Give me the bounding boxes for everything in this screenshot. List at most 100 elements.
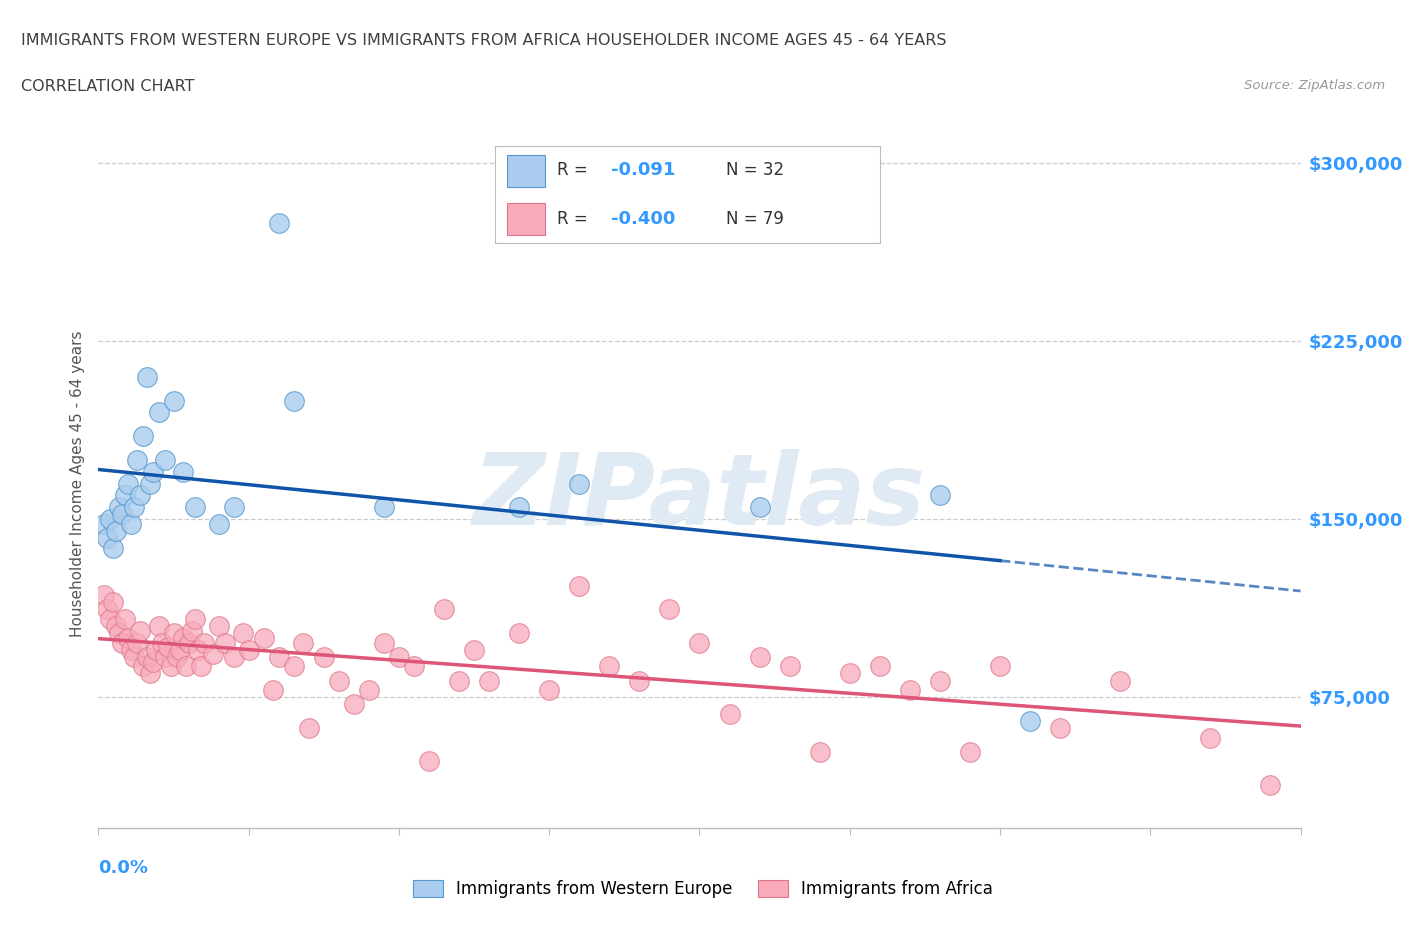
Text: IMMIGRANTS FROM WESTERN EUROPE VS IMMIGRANTS FROM AFRICA HOUSEHOLDER INCOME AGES: IMMIGRANTS FROM WESTERN EUROPE VS IMMIGR…	[21, 33, 946, 47]
Point	[159, 658, 181, 673]
Point	[129, 488, 152, 503]
Point	[96, 531, 118, 546]
Point	[172, 631, 194, 645]
Point	[111, 635, 134, 650]
Point	[193, 635, 215, 650]
Point	[108, 500, 131, 515]
Point	[124, 649, 146, 664]
Point	[93, 516, 115, 531]
Point	[508, 500, 530, 515]
Point	[779, 658, 801, 673]
Point	[232, 626, 254, 641]
Point	[169, 643, 191, 658]
Point	[838, 666, 860, 681]
Point	[568, 578, 591, 593]
Point	[135, 369, 157, 384]
Text: Source: ZipAtlas.com: Source: ZipAtlas.com	[1244, 79, 1385, 92]
Point	[127, 452, 149, 467]
Point	[929, 488, 952, 503]
Point	[141, 654, 163, 669]
Point	[111, 507, 134, 522]
Point	[463, 643, 485, 658]
Point	[190, 658, 212, 673]
Point	[508, 626, 530, 641]
Point	[869, 658, 891, 673]
Point	[132, 658, 155, 673]
Text: 0.0%: 0.0%	[98, 858, 149, 877]
Point	[183, 611, 205, 626]
Point	[156, 640, 179, 655]
Point	[433, 602, 456, 617]
Point	[148, 618, 170, 633]
Point	[180, 623, 202, 638]
Point	[100, 611, 122, 626]
Point	[127, 635, 149, 650]
Point	[174, 658, 197, 673]
Point	[808, 744, 831, 759]
Point	[748, 500, 770, 515]
Point	[114, 611, 136, 626]
Point	[298, 721, 321, 736]
Point	[898, 683, 921, 698]
Point	[214, 635, 236, 650]
Point	[108, 626, 131, 641]
Point	[312, 649, 335, 664]
Point	[262, 683, 284, 698]
Point	[162, 626, 184, 641]
Point	[141, 464, 163, 479]
Text: ZIPatlas: ZIPatlas	[472, 449, 927, 546]
Point	[93, 588, 115, 603]
Point	[138, 666, 160, 681]
Point	[988, 658, 1011, 673]
Point	[153, 452, 176, 467]
Point	[267, 215, 290, 230]
Point	[135, 649, 157, 664]
Point	[96, 602, 118, 617]
Point	[538, 683, 561, 698]
Point	[103, 595, 125, 610]
Point	[114, 488, 136, 503]
Point	[177, 635, 200, 650]
Point	[138, 476, 160, 491]
Point	[929, 673, 952, 688]
Point	[172, 464, 194, 479]
Point	[628, 673, 651, 688]
Point	[222, 500, 245, 515]
Point	[658, 602, 681, 617]
Point	[283, 658, 305, 673]
Point	[343, 697, 366, 711]
Point	[328, 673, 350, 688]
Point	[148, 405, 170, 419]
Point	[121, 516, 143, 531]
Point	[959, 744, 981, 759]
Point	[1199, 730, 1222, 745]
Point	[162, 393, 184, 408]
Point	[253, 631, 276, 645]
Point	[478, 673, 501, 688]
Point	[153, 649, 176, 664]
Point	[105, 524, 128, 538]
Point	[105, 618, 128, 633]
Point	[1049, 721, 1071, 736]
Point	[183, 500, 205, 515]
Point	[688, 635, 710, 650]
Point	[283, 393, 305, 408]
Point	[166, 649, 188, 664]
Point	[238, 643, 260, 658]
Point	[208, 618, 231, 633]
Point	[291, 635, 314, 650]
Legend: Immigrants from Western Europe, Immigrants from Africa: Immigrants from Western Europe, Immigran…	[406, 873, 1000, 905]
Point	[267, 649, 290, 664]
Text: CORRELATION CHART: CORRELATION CHART	[21, 79, 194, 94]
Point	[418, 754, 440, 769]
Point	[718, 707, 741, 722]
Y-axis label: Householder Income Ages 45 - 64 years: Householder Income Ages 45 - 64 years	[69, 330, 84, 637]
Point	[201, 647, 224, 662]
Point	[1019, 713, 1042, 728]
Point	[598, 658, 620, 673]
Point	[208, 516, 231, 531]
Point	[1260, 777, 1282, 792]
Point	[222, 649, 245, 664]
Point	[117, 476, 139, 491]
Point	[121, 643, 143, 658]
